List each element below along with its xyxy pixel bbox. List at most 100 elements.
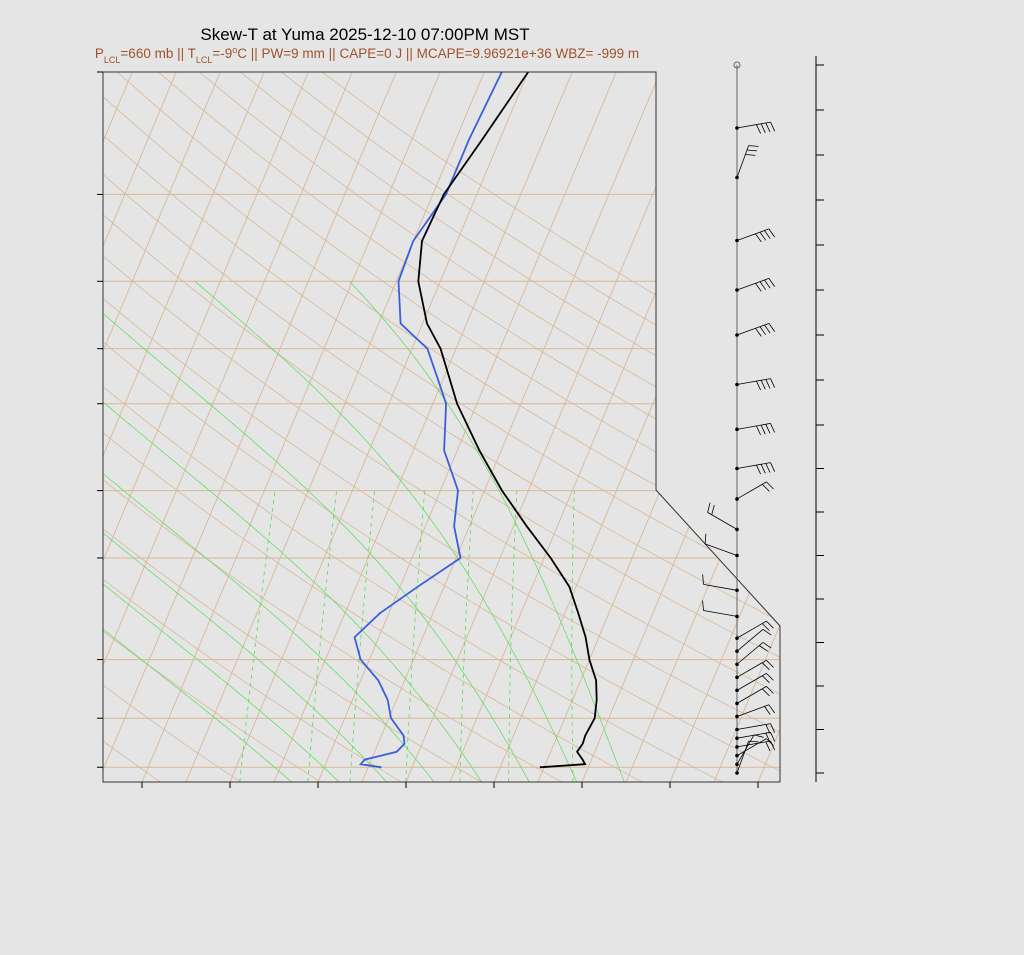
- wind-barb-flag: [766, 673, 773, 680]
- dry-adiabat-line: [158, 72, 1024, 782]
- dry-adiabat-line: [76, 72, 1024, 782]
- wind-barb-flag: [765, 280, 771, 288]
- isotherm-line: [10, 72, 308, 782]
- wind-barb: [737, 323, 769, 335]
- wind-barb-flag: [771, 122, 775, 131]
- subtitle-p-lcl-value: =660 mb || T: [120, 46, 195, 61]
- isotherm-line: [670, 72, 968, 782]
- wind-barb-flag: [766, 463, 770, 472]
- dry-adiabat-line: [0, 72, 722, 782]
- wind-barb: [737, 463, 771, 469]
- wind-barb-flag: [760, 232, 766, 240]
- wind-barb: [737, 229, 769, 241]
- dry-adiabat-line: [322, 72, 1024, 782]
- isotherm-line: [934, 72, 1024, 782]
- axes: [97, 56, 824, 788]
- wind-barb-flag: [765, 231, 771, 239]
- mixing-ratio-line: [240, 491, 275, 782]
- isotherm-line: [890, 72, 1024, 782]
- wind-barb-flag: [769, 323, 775, 331]
- isotherm-line: [0, 72, 44, 782]
- wind-barb: [704, 584, 738, 590]
- wind-barb: [737, 278, 769, 290]
- isotherm-line: [494, 72, 792, 782]
- isotherm-line: [0, 72, 176, 782]
- wind-barb-flag: [771, 423, 775, 432]
- isotherm-line: [142, 72, 440, 782]
- isotherm-line: [802, 72, 1024, 782]
- wind-barb-flag: [766, 733, 770, 742]
- isotherm-line: [98, 72, 396, 782]
- isotherm-line: [846, 72, 1024, 782]
- wind-barb-flag: [771, 379, 775, 388]
- wind-barb: [704, 611, 738, 617]
- wind-barb: [737, 735, 754, 764]
- wind-barb-flag: [762, 676, 769, 683]
- wind-barb-flag: [761, 425, 765, 434]
- wind-barb-flag: [766, 742, 770, 751]
- wind-barb-flag: [756, 328, 762, 336]
- wind-barb: [737, 673, 766, 690]
- mixing-ratio-line: [460, 491, 473, 782]
- wind-barb: [737, 732, 771, 738]
- isotherm-line: [714, 72, 1012, 782]
- isotherm-line: [0, 72, 88, 782]
- wind-barb-flag: [761, 124, 765, 133]
- wind-barb-flag: [756, 426, 760, 435]
- wind-barb: [737, 705, 769, 717]
- isotherm-line: [0, 72, 132, 782]
- wind-barb-flag: [765, 706, 771, 714]
- isotherm-line: [362, 72, 660, 782]
- wind-barb-flag: [771, 741, 775, 750]
- wind-barb-flag: [756, 465, 760, 474]
- wind-barb: [737, 146, 749, 178]
- wind-barb: [737, 629, 763, 651]
- dry-adiabat-line: [0, 72, 321, 782]
- mixing-ratio-line: [350, 491, 375, 782]
- isotherm-line: [0, 72, 264, 782]
- plot-layer: [0, 72, 1024, 782]
- wind-barb-flag: [747, 150, 757, 151]
- wind-barb-flag: [769, 705, 775, 713]
- dry-adiabat-line: [0, 72, 160, 782]
- wind-barb-flag: [705, 534, 706, 544]
- plot-area: [0, 72, 1024, 782]
- subtitle-t-lcl-sub: LCL: [196, 55, 213, 65]
- wind-barb: [737, 724, 771, 730]
- wind-barb-flag: [762, 689, 769, 696]
- moist-adiabat-line: [195, 281, 577, 782]
- wind-barb-flag: [749, 146, 759, 147]
- wind-barb-flag: [766, 621, 773, 628]
- mixing-ratio-line: [572, 491, 574, 782]
- wind-barb-flag: [756, 125, 760, 134]
- chart-subtitle: PLCL=660 mb || TLCL=-9oC || PW=9 mm || C…: [95, 45, 639, 65]
- subtitle-rest: C || PW=9 mm || CAPE=0 J || MCAPE=9.9692…: [237, 46, 639, 61]
- dry-adiabat-line: [0, 72, 642, 782]
- wind-barb-flag: [703, 601, 704, 611]
- wind-barb-flag: [769, 229, 775, 237]
- dry-adiabat-line: [0, 72, 241, 782]
- subtitle-p-lcl: P: [95, 46, 104, 61]
- wind-barb-flag: [763, 642, 771, 648]
- dry-adiabat-line: [117, 72, 1024, 782]
- wind-barb-flag: [765, 325, 771, 333]
- dry-adiabat-line: [0, 72, 80, 782]
- dry-adiabat-line: [0, 72, 482, 782]
- moist-adiabat-line: [67, 281, 530, 782]
- isotherm-line: [758, 72, 1024, 782]
- wind-barb-flag: [769, 278, 775, 286]
- wind-barb: [737, 122, 771, 128]
- wind-barb-flag: [771, 732, 775, 741]
- wind-barb-flag: [771, 724, 775, 733]
- isotherm-line: [274, 72, 572, 782]
- subtitle-t-lcl-value: =-9: [212, 46, 232, 61]
- wind-barb: [737, 423, 771, 429]
- plot-frame: [103, 72, 780, 782]
- dry-adiabat-line: [281, 72, 1024, 782]
- wind-barb-flag: [760, 327, 766, 335]
- wind-barb-flag: [703, 574, 704, 584]
- wind-barb: [737, 621, 766, 638]
- wind-barb-flag: [762, 484, 769, 491]
- wind-barb-flag: [756, 234, 762, 242]
